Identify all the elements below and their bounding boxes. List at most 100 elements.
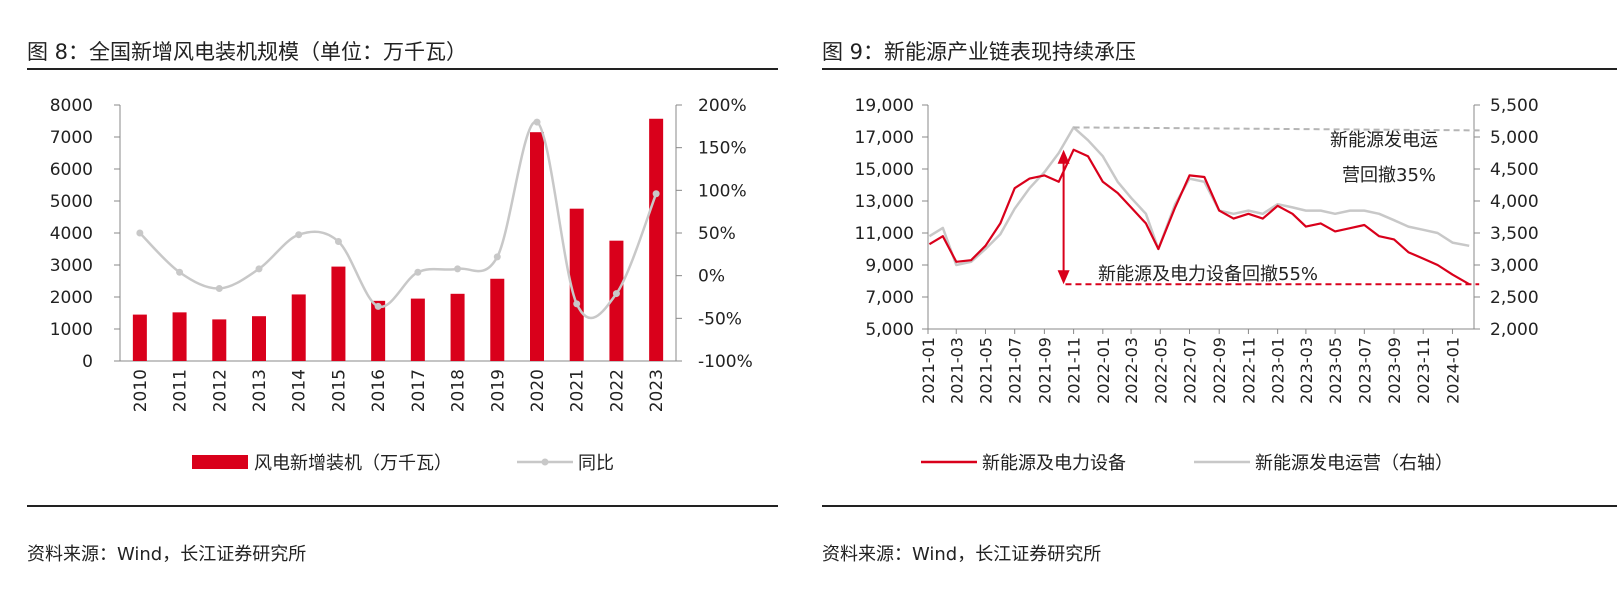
x-tick-label: 2010 <box>131 369 151 412</box>
x-tick-label: 2011 <box>171 369 191 412</box>
left-y-tick-label: 8000 <box>50 96 93 116</box>
title-rule <box>27 68 778 70</box>
right-y-tick-label: 2,500 <box>1490 288 1539 308</box>
right-y-tick-label: 5,000 <box>1490 128 1539 148</box>
x-tick-label: 2023 <box>647 369 667 412</box>
left-y-tick-label: 4000 <box>50 224 93 244</box>
bar <box>132 314 147 361</box>
right-y-tick-label: 0% <box>698 267 725 287</box>
x-tick-label: 2022-01 <box>1094 337 1113 404</box>
yoy-point <box>295 231 303 239</box>
operation-peak-dashed-line <box>1073 126 1482 132</box>
x-tick-label: 2022-07 <box>1181 337 1200 404</box>
legend-bar-label: 风电新增装机（万千瓦） <box>254 453 452 474</box>
left-y-tick-label: 5000 <box>50 192 93 212</box>
x-tick-label: 2014 <box>290 369 310 412</box>
right-y-tick-label: 2,000 <box>1490 320 1539 340</box>
x-tick-label: 2012 <box>210 369 230 412</box>
operation-series-line <box>928 126 1470 267</box>
right-y-tick-label: -50% <box>698 309 742 329</box>
x-tick-label: 2023-07 <box>1355 337 1374 404</box>
x-tick-label: 2018 <box>449 369 469 412</box>
x-tick-label: 2020 <box>528 369 548 412</box>
x-tick-label: 2023-01 <box>1269 337 1288 404</box>
x-tick-label: 2019 <box>488 369 508 412</box>
figure-8-title: 图 8：全国新增风电装机规模（单位：万千瓦） <box>27 40 468 64</box>
left-y-tick-label: 3000 <box>50 256 93 276</box>
x-tick-label: 2021-09 <box>1035 337 1054 404</box>
bar <box>569 208 584 361</box>
yoy-point <box>215 284 223 292</box>
x-tick-label: 2013 <box>250 369 270 412</box>
x-tick-label: 2021-07 <box>1006 337 1025 404</box>
equipment-series-line <box>928 148 1470 286</box>
yoy-point <box>493 253 501 261</box>
x-tick-label: 2021-03 <box>947 337 966 404</box>
x-tick-label: 2016 <box>369 369 389 412</box>
x-tick-label: 2021-01 <box>919 337 938 404</box>
left-y-tick-label: 5,000 <box>865 320 914 340</box>
wind-installations-chart: 0 1000 2000 3000 4000 5000 6000 7000 8000 -100% -5… <box>50 96 753 474</box>
left-y-tick-label: 7000 <box>50 128 93 148</box>
yoy-point <box>454 265 462 273</box>
left-y-tick-label: 0 <box>82 352 93 372</box>
operation-drawdown-label: 新能源发电运 <box>1330 130 1438 151</box>
x-tick-label: 2022-09 <box>1210 337 1229 404</box>
right-y-tick-label: 3,500 <box>1490 224 1539 244</box>
left-y-tick-label: 1000 <box>50 320 93 340</box>
x-tick-label: 2022-11 <box>1239 337 1258 404</box>
left-y-tick-label: 11,000 <box>855 224 914 244</box>
legend-red-label: 新能源及电力设备 <box>982 453 1126 474</box>
left-y-tick-label: 7,000 <box>865 288 914 308</box>
bar <box>490 278 505 361</box>
bar <box>212 319 227 361</box>
x-tick-label: 2021-05 <box>976 337 995 404</box>
x-tick-label: 2017 <box>409 369 429 412</box>
right-y-tick-label: 150% <box>698 139 747 159</box>
title-rule <box>822 68 1617 70</box>
bar <box>331 266 346 361</box>
right-y-tick-label: 4,500 <box>1490 160 1539 180</box>
bar <box>410 298 425 361</box>
x-tick-label: 2023-11 <box>1414 337 1433 404</box>
bar <box>371 300 386 361</box>
left-y-tick-label: 19,000 <box>855 96 914 116</box>
bar <box>172 312 187 361</box>
yoy-point <box>255 265 263 273</box>
figure-9-panel: 图 9：新能源产业链表现持续承压 5,000 7,000 9,000 11,000 13… <box>822 0 1617 595</box>
x-tick-label: 2015 <box>329 369 349 412</box>
bar <box>649 118 664 361</box>
new-energy-chain-chart: 5,000 7,000 9,000 11,000 13,000 15,000 17,000 1… <box>855 96 1539 474</box>
right-y-tick-label: 200% <box>698 96 747 116</box>
left-y-tick-label: 17,000 <box>855 128 914 148</box>
right-y-tick-label: 3,000 <box>1490 256 1539 276</box>
left-y-tick-label: 13,000 <box>855 192 914 212</box>
bar <box>609 240 624 361</box>
drawdown-arrow-head-down <box>1057 270 1070 285</box>
yoy-point <box>136 229 144 237</box>
right-y-tick-label: 100% <box>698 181 747 201</box>
source-note: 资料来源：Wind，长江证券研究所 <box>822 544 1102 565</box>
bar <box>450 293 465 361</box>
yoy-point <box>533 118 541 126</box>
drawdown-arrow-head-up <box>1057 149 1070 164</box>
right-y-tick-label: 50% <box>698 224 736 244</box>
x-tick-label: 2022-03 <box>1122 337 1141 404</box>
x-tick-label: 2023-03 <box>1297 337 1316 404</box>
x-tick-label: 2023-09 <box>1385 337 1404 404</box>
x-tick-label: 2023-05 <box>1326 337 1345 404</box>
x-tick-label: 2021-11 <box>1065 337 1084 404</box>
yoy-point <box>573 300 581 308</box>
legend-bar-swatch <box>192 455 248 469</box>
left-y-tick-label: 6000 <box>50 160 93 180</box>
bottom-rule <box>27 505 778 507</box>
figure-8-panel: 图 8：全国新增风电装机规模（单位：万千瓦） 0 1000 2000 3000 4000… <box>0 0 790 595</box>
x-tick-label: 2022 <box>607 369 627 412</box>
equipment-drawdown-label: 新能源及电力设备回撤55% <box>1098 264 1318 285</box>
legend-line-label: 同比 <box>578 453 614 474</box>
yoy-point <box>612 290 620 298</box>
legend-line-marker <box>541 458 549 466</box>
bar <box>291 294 306 361</box>
right-y-tick-label: 5,500 <box>1490 96 1539 116</box>
source-note: 资料来源：Wind，长江证券研究所 <box>27 544 307 565</box>
